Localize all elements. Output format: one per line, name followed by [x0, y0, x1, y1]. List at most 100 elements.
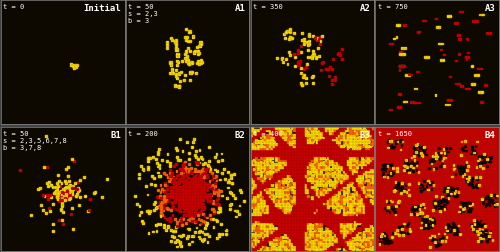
Bar	[255, 193, 258, 195]
Bar	[170, 196, 172, 198]
Bar	[210, 201, 212, 203]
Bar	[476, 225, 477, 227]
Bar	[425, 221, 426, 223]
Bar	[294, 154, 296, 156]
Bar	[457, 166, 458, 168]
Bar	[322, 166, 324, 168]
Bar	[420, 147, 422, 149]
Bar	[342, 163, 345, 166]
Bar	[164, 198, 165, 200]
Bar	[350, 229, 352, 231]
Bar	[282, 132, 284, 134]
Bar	[271, 215, 273, 218]
Bar	[271, 134, 273, 136]
Bar	[255, 166, 258, 168]
Bar	[284, 209, 286, 211]
Bar	[368, 188, 370, 191]
Bar	[221, 172, 223, 174]
Bar	[320, 245, 322, 247]
Bar	[206, 177, 208, 178]
Bar	[363, 231, 365, 233]
Bar	[332, 161, 334, 163]
Bar	[433, 168, 435, 170]
Bar	[325, 152, 327, 154]
Bar	[345, 152, 347, 154]
Bar	[258, 209, 260, 211]
Bar	[206, 224, 208, 226]
Bar	[368, 231, 370, 233]
Bar	[360, 152, 363, 154]
Bar	[175, 74, 177, 76]
Bar	[203, 175, 204, 177]
Bar	[298, 154, 300, 156]
Bar	[184, 207, 186, 209]
Bar	[347, 152, 350, 154]
Bar	[183, 207, 185, 209]
Bar	[441, 43, 443, 45]
Bar	[325, 233, 327, 236]
Bar	[278, 197, 280, 200]
Bar	[320, 231, 322, 233]
Bar	[338, 240, 340, 242]
Bar	[182, 150, 184, 152]
Bar	[186, 188, 188, 190]
Bar	[354, 193, 356, 195]
Bar	[286, 197, 289, 200]
Bar	[401, 225, 403, 227]
Bar	[296, 134, 298, 136]
Bar	[201, 61, 203, 64]
Bar	[356, 184, 358, 186]
Bar	[456, 166, 458, 167]
Bar	[68, 175, 70, 177]
Bar	[296, 154, 298, 156]
Bar	[190, 190, 191, 192]
Bar	[486, 240, 488, 242]
Bar	[448, 191, 450, 193]
Bar	[342, 127, 345, 130]
Bar	[291, 127, 294, 130]
Bar	[478, 166, 480, 167]
Bar	[192, 188, 194, 190]
Bar	[318, 213, 320, 215]
Bar	[342, 148, 345, 150]
Bar	[179, 205, 180, 207]
Bar	[340, 154, 342, 156]
Bar	[403, 66, 404, 68]
Bar	[479, 225, 480, 227]
Bar	[396, 229, 398, 230]
Bar	[345, 163, 347, 166]
Bar	[260, 211, 262, 213]
Bar	[342, 130, 345, 132]
Bar	[474, 151, 476, 152]
Bar	[289, 141, 291, 143]
Bar	[302, 148, 304, 150]
Bar	[302, 238, 304, 240]
Bar	[271, 148, 273, 150]
Bar	[307, 247, 309, 249]
Bar	[307, 195, 309, 197]
Bar	[336, 141, 338, 143]
Bar	[327, 175, 329, 177]
Bar	[296, 236, 298, 238]
Bar	[372, 204, 374, 206]
Bar	[192, 197, 194, 198]
Bar	[360, 186, 363, 188]
Bar	[316, 240, 318, 242]
Bar	[189, 197, 191, 199]
Bar	[182, 171, 184, 173]
Bar	[327, 181, 329, 184]
Bar	[67, 167, 69, 169]
Bar	[325, 130, 327, 132]
Bar	[170, 190, 172, 192]
Bar	[322, 231, 324, 233]
Bar	[183, 190, 185, 192]
Bar	[157, 172, 158, 174]
Bar	[347, 134, 350, 136]
Bar	[476, 178, 478, 180]
Bar	[459, 171, 460, 172]
Bar	[291, 139, 294, 141]
Bar	[273, 240, 276, 242]
Bar	[194, 178, 196, 180]
Bar	[52, 224, 54, 226]
Bar	[440, 156, 442, 158]
